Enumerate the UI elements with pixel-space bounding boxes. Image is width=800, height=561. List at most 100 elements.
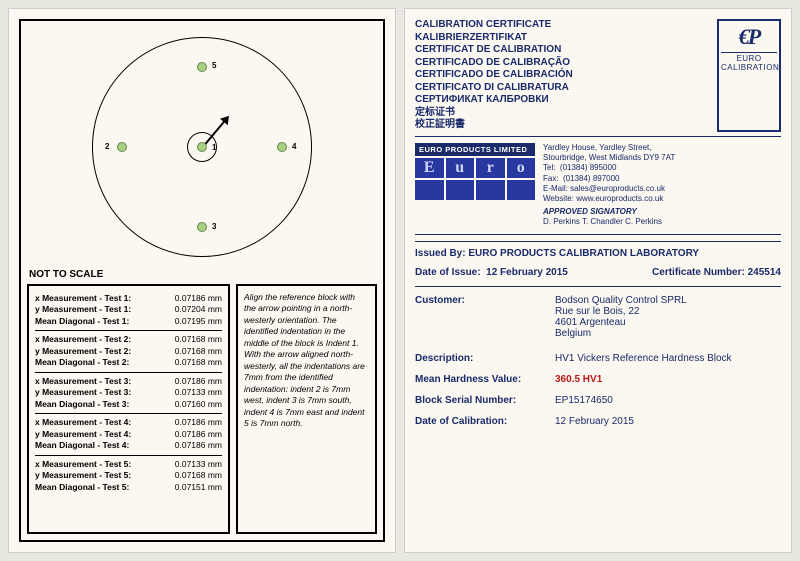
measurement-value: 0.07133 mm [175, 459, 222, 470]
measurement-label: Mean Diagonal - Test 3: [35, 399, 129, 410]
measurement-row: y Measurement - Test 3:0.07133 mm [35, 387, 222, 398]
ep-badge-sub: EURO CALIBRATION [721, 52, 777, 72]
measurement-row: x Measurement - Test 4: 0.07186 mm [35, 417, 222, 428]
cal-date-row: Date of Calibration: 12 February 2015 [415, 416, 781, 427]
measurement-group: x Measurement - Test 4:0.07186 mmy Measu… [35, 413, 222, 454]
measurements-table: x Measurement - Test 1:0.07186 mmy Measu… [27, 284, 230, 534]
serial-row: Block Serial Number: EP15174650 [415, 395, 781, 406]
issued-by-row: Issued By: EURO PRODUCTS CALIBRATION LAB… [415, 248, 781, 259]
description-value: HV1 Vickers Reference Hardness Block [555, 353, 781, 364]
title-line: CERTIFICADO DE CALIBRACIÓN [415, 69, 573, 82]
header-block: CALIBRATION CERTIFICATE KALIBRIERZERTIFI… [415, 19, 781, 136]
title-lines: CALIBRATION CERTIFICATE KALIBRIERZERTIFI… [415, 19, 573, 132]
title-line: CALIBRATION CERTIFICATE [415, 19, 573, 32]
logo-blank [476, 180, 505, 200]
logo-blank [507, 180, 536, 200]
indent-3 [197, 222, 207, 232]
measurement-value: 0.07204 mm [175, 304, 222, 315]
title-line: CERTIFICADO DE CALIBRAÇÃO [415, 57, 573, 70]
measurement-label: Mean Diagonal - Test 4: [35, 440, 129, 451]
measurement-label: y Measurement - Test 1: [35, 304, 131, 315]
measurement-label: y Measurement - Test 4: [35, 429, 131, 440]
signatories: D. Perkins T. Chandler C. Perkins [543, 217, 781, 227]
measurement-label: Mean Diagonal - Test 1: [35, 316, 129, 327]
measurement-value: 0.07186 mm [175, 417, 222, 428]
serial-value: EP15174650 [555, 395, 781, 406]
page-wrap: 1 2 3 4 5 NOT TO SCALE x Measurement - T… [8, 8, 792, 553]
indent-1 [197, 142, 207, 152]
measurement-row: x Measurement - Test 5: 0.07133 mm [35, 459, 222, 470]
measurement-label: y Measurement - Test 3: [35, 387, 131, 398]
measurement-value: 0.07168 mm [175, 334, 222, 345]
measurement-value: 0.07186 mm [175, 429, 222, 440]
measurement-row: Mean Diagonal - Test 5: 0.07151 mm [35, 482, 222, 493]
title-line: KALIBRIERZERTIFIKAT [415, 32, 573, 45]
measurement-label: Mean Diagonal - Test 2: [35, 357, 129, 368]
measurement-value: 0.07151 mm [175, 482, 222, 493]
customer-row: Customer: Bodson Quality Control SPRL Ru… [415, 295, 781, 339]
indent-3-label: 3 [212, 222, 216, 231]
indent-5 [197, 62, 207, 72]
measurement-value: 0.07195 mm [175, 316, 222, 327]
logo-letter: E [415, 158, 444, 178]
issued-by-key: Issued By: [415, 248, 466, 259]
measurement-row: y Measurement - Test 1: 0.07204 mm [35, 304, 222, 315]
measurement-label: x Measurement - Test 3: [35, 376, 131, 387]
measurement-group: x Measurement - Test 3:0.07186 mmy Measu… [35, 372, 222, 413]
diagram-area: 1 2 3 4 5 [27, 27, 377, 267]
logo-blank [415, 180, 444, 200]
addr-line: Yardley House, Yardley Street, [543, 143, 781, 153]
measurement-row: Mean Diagonal - Test 3:0.07160 mm [35, 399, 222, 410]
euro-logo-blocks: E u r o [415, 158, 535, 200]
measurement-row: y Measurement - Test 5: 0.07168 mm [35, 470, 222, 481]
measurement-label: x Measurement - Test 5: [35, 459, 131, 470]
measurement-label: Mean Diagonal - Test 5: [35, 482, 129, 493]
company-bar: EURO PRODUCTS LIMITED [415, 143, 535, 156]
indent-2 [117, 142, 127, 152]
mean-hardness-row: Mean Hardness Value: 360.5 HV1 [415, 374, 781, 385]
indent-1-label: 1 [212, 143, 216, 152]
ep-badge: €P EURO CALIBRATION [717, 19, 781, 132]
mean-hardness-value: 360.5 HV1 [555, 374, 781, 385]
ep-monogram: €P [721, 24, 777, 50]
title-line: СЕРТИФИКАТ КАЛБРОВКИ [415, 94, 573, 107]
measurement-row: Mean Diagonal - Test 2: 0.07168 mm [35, 357, 222, 368]
euro-logo: EURO PRODUCTS LIMITED E u r o [415, 143, 535, 203]
measurement-row: Mean Diagonal - Test 1: 0.07195 mm [35, 316, 222, 327]
indent-4-label: 4 [292, 142, 296, 151]
measurement-value: 0.07186 mm [175, 293, 222, 304]
measurement-group: x Measurement - Test 2:0.07168 mmy Measu… [35, 330, 222, 371]
measurement-label: y Measurement - Test 5: [35, 470, 131, 481]
addr-line: Stourbridge, West Midlands DY9 7AT [543, 153, 781, 163]
not-to-scale-label: NOT TO SCALE [29, 269, 377, 280]
company-row: EURO PRODUCTS LIMITED E u r o Yardley Ho… [415, 136, 781, 235]
logo-blank [446, 180, 475, 200]
title-line: 校正証明書 [415, 119, 573, 132]
measurement-label: x Measurement - Test 1: [35, 293, 131, 304]
title-line: 定标证书 [415, 107, 573, 120]
left-frame: 1 2 3 4 5 NOT TO SCALE x Measurement - T… [19, 19, 385, 542]
indent-5-label: 5 [212, 61, 216, 70]
description-row: Description: HV1 Vickers Reference Hardn… [415, 353, 781, 364]
measurement-value: 0.07168 mm [175, 357, 222, 368]
lower-grid: x Measurement - Test 1:0.07186 mmy Measu… [27, 284, 377, 534]
instructions-box: Align the reference block with the arrow… [236, 284, 377, 534]
title-line: CERTIFICAT DE CALIBRATION [415, 44, 573, 57]
measurement-label: x Measurement - Test 4: [35, 417, 131, 428]
cert-number: Certificate Number: 245514 [652, 267, 781, 278]
approved-signatory: APPROVED SIGNATORY [543, 207, 781, 217]
measurement-row: Mean Diagonal - Test 4: 0.07186 mm [35, 440, 222, 451]
measurement-value: 0.07186 mm [175, 376, 222, 387]
addr-web: Website: www.europroducts.co.uk [543, 194, 781, 204]
indent-2-label: 2 [105, 142, 109, 151]
measurement-value: 0.07168 mm [175, 470, 222, 481]
cert-body: Issued By: EURO PRODUCTS CALIBRATION LAB… [415, 241, 781, 435]
mean-hardness-key: Mean Hardness Value: [415, 374, 555, 385]
measurement-row: x Measurement - Test 1: 0.07186 mm [35, 293, 222, 304]
measurement-row: y Measurement - Test 4: 0.07186 mm [35, 429, 222, 440]
measurement-row: x Measurement - Test 2: 0.07168 mm [35, 334, 222, 345]
measurement-group: x Measurement - Test 1:0.07186 mmy Measu… [35, 290, 222, 330]
customer-value: Bodson Quality Control SPRL Rue sur le B… [555, 295, 781, 339]
measurement-value: 0.07186 mm [175, 440, 222, 451]
measurement-label: x Measurement - Test 2: [35, 334, 131, 345]
